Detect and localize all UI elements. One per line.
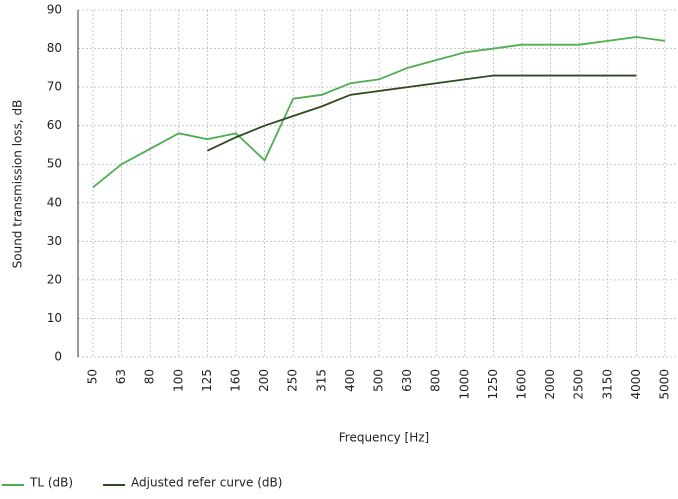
- y-tick-label: 20: [47, 272, 62, 286]
- y-tick-label: 10: [47, 311, 62, 325]
- y-tick-label: 70: [47, 80, 62, 94]
- y-tick-label: 90: [47, 3, 62, 17]
- y-tick-label: 50: [47, 157, 62, 171]
- x-tick-label: 315: [314, 369, 328, 392]
- x-tick-label: 160: [229, 369, 243, 392]
- series-line: [207, 74, 637, 152]
- x-tick-label: 630: [400, 369, 414, 392]
- x-tick-label: 400: [343, 369, 357, 392]
- x-tick-label: 63: [114, 369, 128, 384]
- y-tick-label: 80: [47, 41, 62, 55]
- y-tick-label: 0: [54, 350, 62, 364]
- x-tick-label: 2000: [543, 369, 557, 400]
- y-axis-label: Sound transmission loss, dB: [11, 100, 25, 269]
- x-tick-label: 4000: [629, 369, 643, 400]
- x-tick-label: 1250: [486, 369, 500, 400]
- x-tick-label: 3150: [600, 369, 614, 400]
- x-tick-label: 500: [372, 369, 386, 392]
- series-line: [92, 36, 666, 189]
- x-tick-label: 2500: [572, 369, 586, 400]
- legend-label: Adjusted refer curve (dB): [131, 476, 282, 490]
- y-tick-label: 40: [47, 195, 62, 209]
- x-tick-label: 200: [257, 369, 271, 392]
- x-tick-label: 5000: [658, 369, 672, 400]
- x-tick-label: 100: [171, 369, 185, 392]
- y-tick-label: 60: [47, 118, 62, 132]
- x-tick-label: 125: [200, 369, 214, 392]
- x-tick-label: 1600: [515, 369, 529, 400]
- x-tick-label: 80: [143, 369, 157, 384]
- x-tick-label: 50: [86, 369, 100, 384]
- x-tick-label: 1000: [457, 369, 471, 400]
- legend-label: TL (dB): [29, 476, 73, 490]
- x-tick-label: 800: [429, 369, 443, 392]
- x-tick-label: 250: [286, 369, 300, 392]
- y-tick-label: 30: [47, 234, 62, 248]
- x-axis-label: Frequency [Hz]: [339, 431, 430, 445]
